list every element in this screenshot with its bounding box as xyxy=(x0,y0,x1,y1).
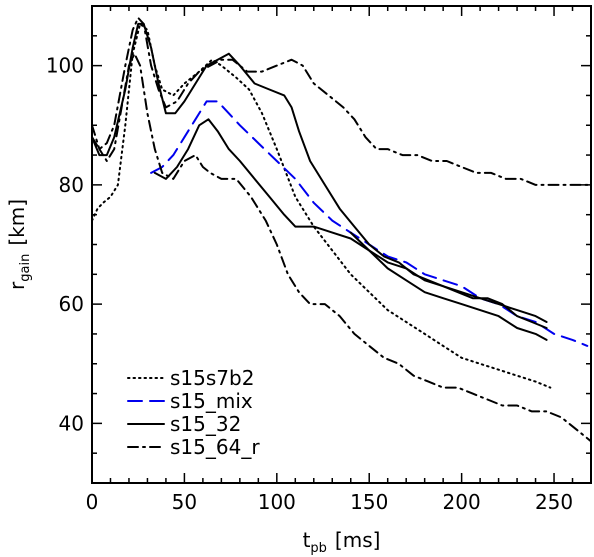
x-tick-label: 100 xyxy=(258,490,296,514)
x-tick-label: 50 xyxy=(172,490,197,514)
legend-label: s15_32 xyxy=(170,412,241,436)
series-line-s15-64-r-5 xyxy=(91,52,592,443)
y-axis-label-main: r xyxy=(5,281,29,290)
series-line-s15-32-4 xyxy=(349,231,548,341)
plot-frame xyxy=(91,5,592,484)
y-tick-label: 40 xyxy=(59,411,84,435)
series-line-s15s7b2-0 xyxy=(91,22,552,389)
y-axis-label-unit: [km] xyxy=(5,199,29,246)
x-tick-label: 200 xyxy=(443,490,481,514)
legend-label: s15_mix xyxy=(170,389,253,413)
tick-labels: 0 50 100 150 200 250 40 60 80 100 xyxy=(46,54,573,514)
x-tick-label: 150 xyxy=(350,490,388,514)
legend-label: s15_64_r xyxy=(170,435,260,459)
series-line-s15-mix-1 xyxy=(150,100,589,347)
series-line-s15-32-3 xyxy=(153,118,548,323)
series-line-s15-64-r-6 xyxy=(91,16,592,186)
x-axis-label-sub: pb xyxy=(310,541,327,556)
y-tick-label: 80 xyxy=(59,173,84,197)
y-axis-label: rgain [km] xyxy=(5,199,33,290)
x-tick-label: 0 xyxy=(86,490,99,514)
x-axis-label-main: t xyxy=(303,528,311,552)
y-axis-label-sub: gain xyxy=(18,254,33,282)
y-tick-label: 100 xyxy=(46,54,84,78)
legend-label: s15s7b2 xyxy=(170,366,254,390)
plot-lines xyxy=(91,16,592,443)
axis-ticks xyxy=(91,6,591,483)
x-tick-label: 250 xyxy=(535,490,573,514)
x-axis-label: tpb [ms] xyxy=(303,528,381,556)
y-tick-label: 60 xyxy=(59,292,84,316)
x-axis-label-unit: [ms] xyxy=(335,528,381,552)
